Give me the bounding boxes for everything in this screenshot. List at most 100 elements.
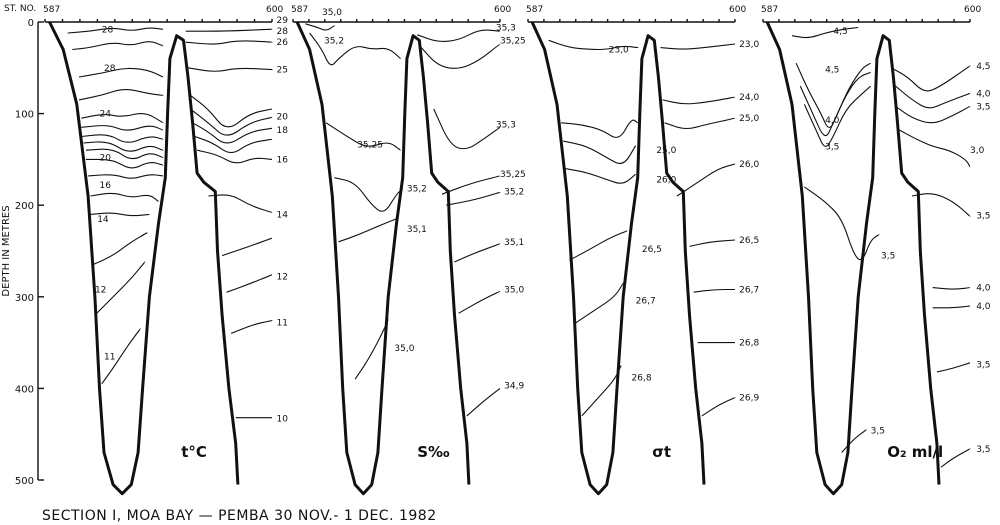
isoline [354,319,389,380]
isoline [185,28,273,32]
isoline [895,85,971,109]
seabed-profile [530,21,706,496]
isoline [454,243,501,263]
contour-label: 12 [277,273,288,283]
isoline [226,274,273,293]
isoline [573,282,624,325]
isoline [936,362,971,373]
isoline [88,174,164,179]
contour-label: 35,0 [322,8,342,18]
isoline [804,186,880,261]
station-start-label: 587 [526,5,543,15]
isoline [85,158,164,169]
isoline [701,397,736,417]
station-header-label: ST. NO. [4,4,36,14]
isoline [932,305,971,309]
isoline [85,148,164,160]
contour-label: 12 [95,285,106,295]
isoline [92,232,148,266]
isoline [458,290,501,314]
isoline [189,94,273,128]
isoline [94,261,146,316]
contour-label: 3,5 [976,211,990,221]
contour-label: 25,0 [656,146,676,156]
contour-label: 26,8 [739,339,759,349]
isoline [932,287,971,290]
contour-label: 20 [277,112,289,122]
contour-label: 25,0 [739,114,759,124]
isoline [81,134,164,143]
isoline [194,135,273,154]
isoline [185,40,273,45]
contour-label: 28 [102,25,114,35]
contour-label: 14 [277,210,289,220]
isoline [466,387,501,417]
station-end-label: 600 [266,5,283,15]
depth-axis: 0 100 200 300 400 500 DEPTH IN METRES ST. NO. [1,4,44,487]
isoline [803,85,872,147]
contour-label: 35,2 [407,185,427,195]
seabed-profile [295,21,471,496]
seabed-profile [765,21,941,496]
contour-label: 35,3 [496,121,516,131]
contour-label: 26,7 [636,296,656,306]
isoline [561,119,639,138]
isoline [799,71,871,137]
isoline [230,320,273,334]
isoline [189,108,273,136]
isoline [78,67,164,78]
panel-2: 587 600 35,0 35,2 35,25 35,2 35,1 35,0 35,3 35,25… [291,5,526,496]
isoline [433,108,501,150]
contour-label: 26,5 [642,245,662,255]
contour-label: 35,0 [504,285,524,295]
station-end-label: 600 [729,5,746,15]
isoline [338,218,398,243]
isoline [78,89,164,101]
isoline [446,191,501,206]
depth-tick-label: 300 [15,293,34,304]
contour-label: 3,5 [871,427,885,437]
panels: 587 6002828242016141211292826252018161412… [43,5,991,496]
station-end-label: 600 [494,5,511,15]
contour-label: 29 [277,16,289,26]
contour-label: 16 [277,155,289,165]
isoline [305,23,335,31]
contour-label: 26,0 [656,176,676,186]
contour-label: 34,9 [504,382,524,392]
isoline [67,27,164,34]
station-end-label: 600 [964,5,981,15]
panel-1: 587 6002828242016141211292826252018161412… [43,5,289,496]
isoline [569,230,628,261]
contour-label: 35,3 [496,23,516,33]
seabed-profile [48,21,240,496]
contour-label: 26,9 [739,394,759,404]
isoline [420,43,501,69]
contour-label: 23,0 [739,40,759,50]
isoline [899,129,971,168]
panel-4: 587 600 4,5 4,5 4,0 3,5 3,5 3,5 4,5 4,0 3,5 3,0 3,5 4… [761,5,991,496]
contour-label: 4,5 [833,27,847,37]
isoline [693,288,735,293]
contour-label: 28 [104,64,116,74]
contour-label: 10 [277,415,289,425]
contour-label: 23,0 [609,45,629,55]
isoline [101,328,141,385]
contour-label: 26,8 [632,373,652,383]
depth-tick-label: 500 [15,476,34,487]
isoline [417,29,501,42]
contour-label: 4,5 [825,66,839,76]
contour-label: 35,0 [394,344,414,354]
isoline [192,122,273,144]
isoline [660,43,736,50]
isoline [334,177,404,212]
contour-label: 16 [99,181,111,191]
station-start-label: 587 [761,5,778,15]
contour-label: 26,7 [739,285,759,295]
isoline [72,41,164,51]
contour-label: 35,25 [500,170,526,180]
contour-label: 35,1 [504,238,524,248]
contour-label: 11 [104,352,115,362]
contour-label: 3,5 [976,102,990,112]
parameter-label: t°C [181,443,207,461]
isoline [548,39,639,51]
